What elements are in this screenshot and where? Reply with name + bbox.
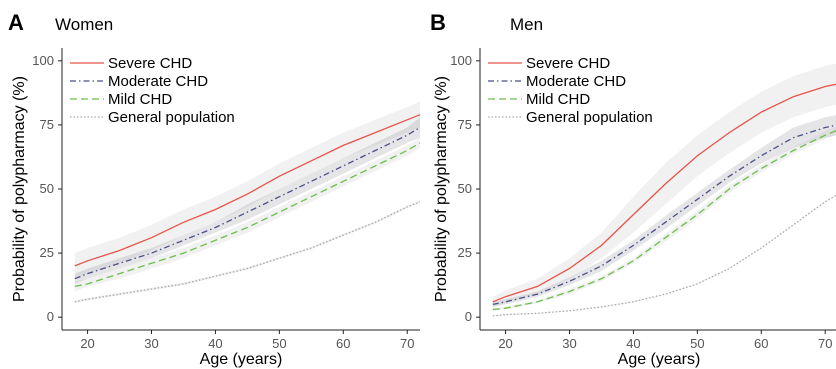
series-line: [74, 142, 421, 288]
x-tick-label: 20: [80, 336, 94, 351]
legend-entry: Severe CHD: [108, 55, 192, 72]
y-axis-label: Probability of polypharmacy (%): [433, 76, 450, 302]
series-line: [74, 201, 421, 303]
y-tick-label: 25: [40, 245, 54, 260]
legend-entry: Mild CHD: [526, 91, 590, 108]
confidence-band: [492, 115, 836, 307]
y-tick-label: 75: [40, 117, 54, 132]
x-axis-label: Age (years): [618, 351, 701, 368]
y-tick-label: 75: [458, 117, 472, 132]
y-tick-label: 100: [32, 53, 54, 68]
legend-entry: Mild CHD: [108, 91, 172, 108]
x-tick-label: 30: [144, 336, 158, 351]
confidence-band: [492, 194, 836, 317]
legend-entry: General population: [108, 109, 235, 126]
x-axis-label: Age (years): [200, 351, 283, 368]
panel-title: Women: [55, 15, 113, 34]
x-tick-label: 30: [562, 336, 576, 351]
x-tick-label: 40: [626, 336, 640, 351]
legend-entry: Moderate CHD: [108, 73, 208, 90]
panel-title: Men: [510, 15, 543, 34]
x-tick-label: 70: [400, 336, 414, 351]
series-line: [74, 126, 421, 280]
panel-letter: B: [430, 10, 446, 35]
series-line: [492, 124, 836, 306]
x-tick-label: 50: [272, 336, 286, 351]
x-tick-label: 60: [336, 336, 350, 351]
x-tick-label: 40: [208, 336, 222, 351]
legend-entry: Moderate CHD: [526, 73, 626, 90]
x-tick-label: 70: [818, 336, 832, 351]
panel-women: A Women 0 25 50 75 100 20 30 40 50 60 70 Age (years) P…: [8, 10, 421, 368]
y-tick-label: 50: [458, 181, 472, 196]
series-line: [492, 83, 836, 303]
y-tick-label: 0: [465, 309, 472, 324]
x-tick-label: 50: [690, 336, 704, 351]
panel-men: B Men 0 25 50 75 100 20 30 40 50 60 70 Age (years) Pro…: [430, 10, 836, 368]
confidence-band: [492, 126, 836, 311]
panel-letter: A: [8, 10, 24, 35]
y-tick-label: 50: [40, 181, 54, 196]
x-tick-label: 60: [754, 336, 768, 351]
y-tick-label: 25: [458, 245, 472, 260]
confidence-band: [74, 137, 421, 292]
legend-entry: Severe CHD: [526, 55, 610, 72]
y-tick-label: 0: [47, 309, 54, 324]
series-line: [492, 130, 836, 311]
confidence-band: [74, 101, 421, 279]
x-tick-label: 20: [498, 336, 512, 351]
legend-entry: General population: [526, 109, 653, 126]
y-axis-label: Probability of polypharmacy (%): [11, 76, 28, 302]
series-line: [74, 114, 421, 267]
y-tick-label: 100: [450, 53, 472, 68]
series-line: [492, 194, 836, 317]
